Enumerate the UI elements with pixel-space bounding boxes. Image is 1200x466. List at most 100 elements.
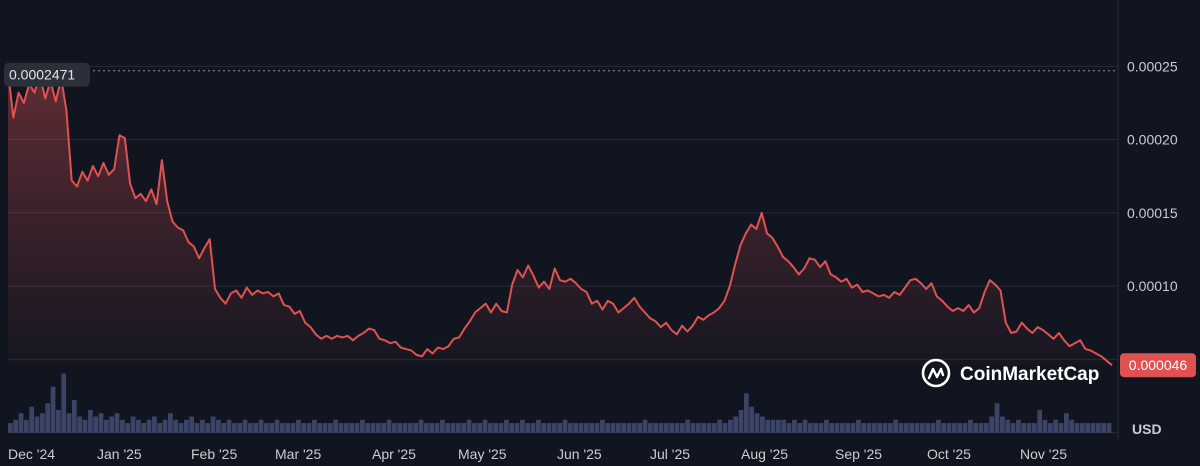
volume-bar bbox=[274, 419, 280, 433]
x-tick-label: Sep '25 bbox=[835, 446, 882, 462]
volume-bar bbox=[621, 423, 627, 433]
volume-bar bbox=[280, 423, 285, 433]
volume-bar bbox=[941, 423, 947, 433]
volume-bar bbox=[578, 423, 584, 433]
volume-bar bbox=[546, 423, 552, 433]
volume-bar bbox=[530, 423, 536, 433]
volume-bar bbox=[178, 423, 184, 433]
volume-bar bbox=[1000, 416, 1005, 433]
volume-bar bbox=[877, 423, 883, 433]
volume-bar bbox=[114, 413, 120, 433]
volume-bar bbox=[402, 423, 408, 433]
volume-bar bbox=[397, 423, 403, 433]
volume-bar bbox=[50, 386, 56, 433]
volume-bar bbox=[466, 419, 472, 433]
volume-bar bbox=[13, 419, 19, 433]
volume-bar bbox=[957, 423, 963, 433]
volume-bar bbox=[701, 423, 707, 433]
y-tick-label: 0.00020 bbox=[1127, 132, 1178, 148]
volume-bar bbox=[392, 423, 397, 433]
volume-bar bbox=[1069, 419, 1075, 433]
volume-bar bbox=[120, 419, 125, 433]
volume-bar bbox=[989, 416, 995, 433]
volume-bar bbox=[408, 423, 413, 433]
volume-bar bbox=[669, 423, 675, 433]
volume-bar bbox=[738, 409, 744, 433]
volume-bar bbox=[717, 419, 723, 433]
volume-bar bbox=[66, 413, 72, 433]
volume-bar bbox=[824, 419, 829, 433]
current-price-badge bbox=[1120, 353, 1196, 378]
y-tick-label: 0.00015 bbox=[1127, 205, 1178, 221]
volume-bars bbox=[8, 373, 1112, 433]
volume-bar bbox=[232, 423, 237, 433]
volume-bar bbox=[754, 413, 760, 433]
volume-bar bbox=[306, 423, 312, 433]
coinmarketcap-logo-icon bbox=[921, 358, 951, 388]
volume-bar bbox=[424, 423, 429, 433]
volume-bar bbox=[1080, 423, 1085, 433]
volume-bar bbox=[152, 416, 157, 433]
volume-bar bbox=[162, 419, 168, 433]
volume-bar bbox=[813, 423, 819, 433]
volume-bar bbox=[221, 423, 227, 433]
volume-bar bbox=[1026, 423, 1032, 433]
volume-bar bbox=[8, 423, 13, 433]
volume-bar bbox=[920, 423, 925, 433]
price-area bbox=[8, 70, 1112, 366]
volume-bar bbox=[488, 423, 493, 433]
volume-bar bbox=[1048, 423, 1053, 433]
price-line bbox=[7, 70, 1113, 366]
volume-bar bbox=[850, 423, 856, 433]
volume-bar bbox=[936, 419, 941, 433]
volume-bar bbox=[1016, 419, 1021, 433]
volume-bar bbox=[456, 423, 461, 433]
volume-bar bbox=[168, 413, 173, 433]
volume-bar bbox=[461, 423, 467, 433]
volume-bar bbox=[72, 400, 77, 433]
volume-bar bbox=[360, 419, 365, 433]
x-tick-label: May '25 bbox=[458, 446, 507, 462]
volume-bar bbox=[1042, 419, 1048, 433]
volume-bar bbox=[354, 423, 360, 433]
volume-bar bbox=[1106, 423, 1112, 433]
volume-bar bbox=[509, 423, 515, 433]
volume-bar bbox=[1090, 423, 1096, 433]
x-tick-label: Apr '25 bbox=[372, 446, 416, 462]
volume-bar bbox=[493, 423, 499, 433]
volume-bar bbox=[285, 423, 291, 433]
volume-bar bbox=[946, 423, 952, 433]
volume-bar bbox=[29, 406, 35, 433]
current-price-text: 0.000046 bbox=[1129, 357, 1188, 373]
volume-bar bbox=[290, 423, 296, 433]
y-tick-label: 0.00010 bbox=[1127, 278, 1178, 294]
volume-bar bbox=[765, 419, 771, 433]
volume-bar bbox=[440, 419, 445, 433]
volume-bar bbox=[173, 419, 179, 433]
volume-bar bbox=[45, 403, 51, 433]
volume-bar bbox=[386, 419, 392, 433]
volume-bar bbox=[962, 423, 968, 433]
x-tick-label: Oct '25 bbox=[927, 446, 971, 462]
volume-bar bbox=[189, 416, 195, 433]
volume-bar bbox=[418, 419, 424, 433]
volume-bar bbox=[472, 423, 477, 433]
volume-bar bbox=[658, 423, 664, 433]
volume-bar bbox=[194, 423, 200, 433]
x-tick-label: Jul '25 bbox=[650, 446, 690, 462]
volume-bar bbox=[802, 419, 808, 433]
volume-bar bbox=[141, 423, 147, 433]
brand-name: CoinMarketCap bbox=[960, 364, 1099, 385]
volume-bar bbox=[557, 423, 563, 433]
volume-bar bbox=[552, 423, 557, 433]
volume-bar bbox=[482, 419, 488, 433]
volume-bar bbox=[205, 423, 211, 433]
volume-bar bbox=[34, 416, 40, 433]
volume-bar bbox=[722, 423, 728, 433]
x-tick-label: Dec '24 bbox=[8, 446, 55, 462]
volume-bar bbox=[952, 423, 957, 433]
volume-bar bbox=[434, 423, 440, 433]
volume-bar bbox=[445, 423, 451, 433]
volume-bar bbox=[680, 423, 685, 433]
